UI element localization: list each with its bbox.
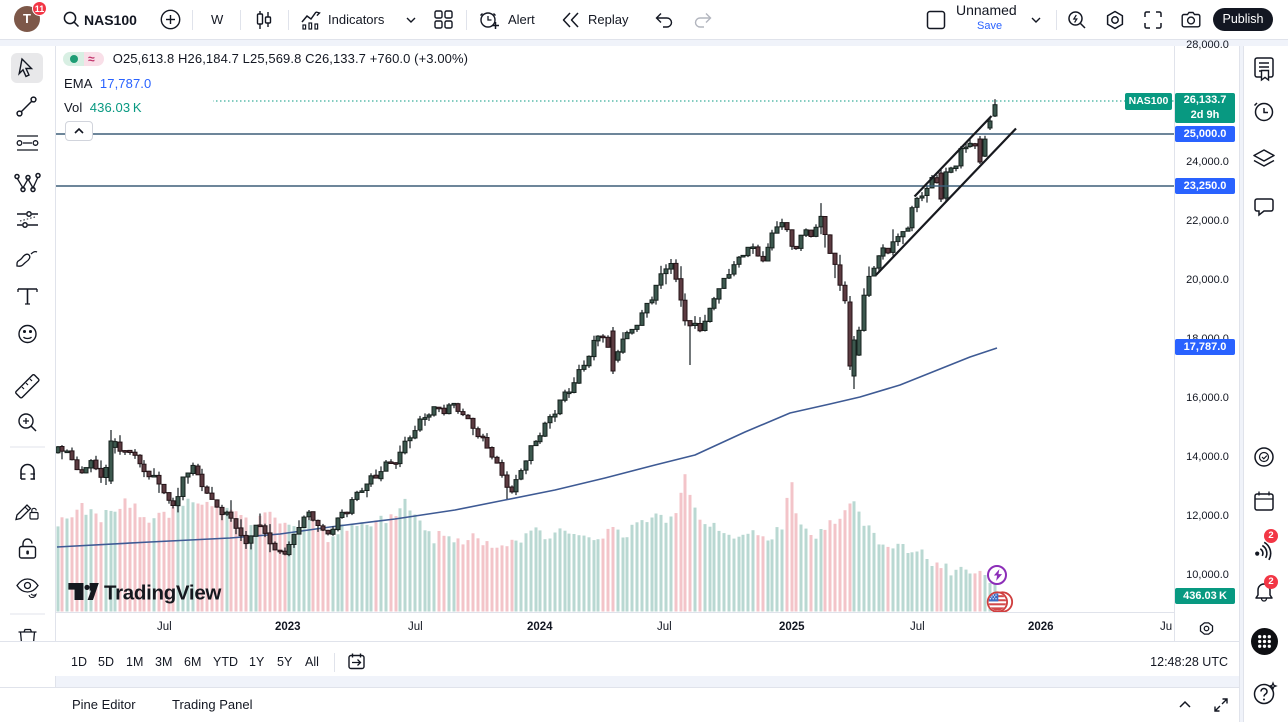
- svg-text:TradingView: TradingView: [104, 582, 221, 605]
